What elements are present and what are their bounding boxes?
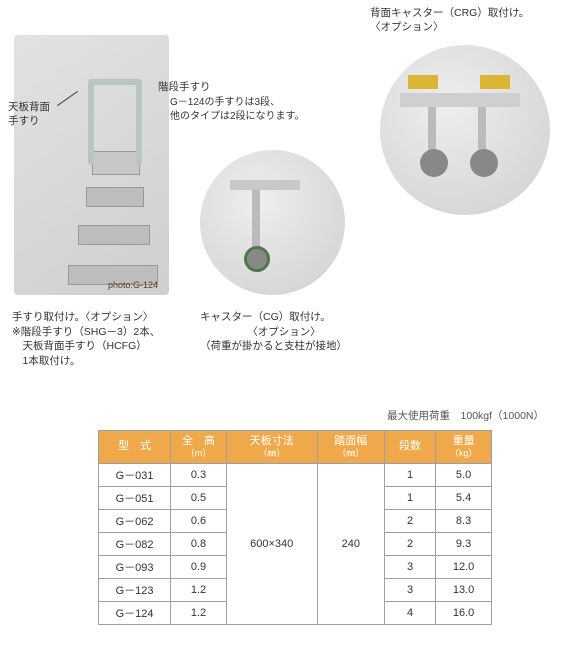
max-load-note: 最大使用荷重 100kgf（1000N） <box>387 408 544 423</box>
cell-weight: 12.0 <box>436 555 492 578</box>
cell-model: G－051 <box>99 486 171 509</box>
cell-height: 0.3 <box>171 463 227 486</box>
cell-height: 1.2 <box>171 601 227 624</box>
th-height: 全 高（m） <box>171 431 227 464</box>
cell-model: G－062 <box>99 509 171 532</box>
caption-line: ※階段手すり（SHG－3）2本、 <box>12 326 160 338</box>
caption-line: 〈オプション〉 <box>200 326 321 338</box>
cell-model: G－082 <box>99 532 171 555</box>
cell-weight: 9.3 <box>436 532 492 555</box>
caption-handrail-option: 手すり取付け。〈オプション〉 ※階段手すり（SHG－3）2本、 天板背面手すり（… <box>12 310 160 369</box>
photo-tag: photo:G-124 <box>108 280 158 290</box>
cell-steps: 1 <box>385 463 436 486</box>
cell-weight: 5.4 <box>436 486 492 509</box>
cell-steps: 2 <box>385 532 436 555</box>
caption-line: 手すり取付け。〈オプション〉 <box>12 311 153 323</box>
caption-line: 1本取付け。 <box>12 355 80 367</box>
cell-weight: 5.0 <box>436 463 492 486</box>
caption-line: 〈オプション〉 <box>370 21 444 33</box>
caption-line: 天板背面手すり（HCFG） <box>12 340 147 352</box>
caption-caster-crg: 背面キャスター（CRG）取付け。 〈オプション〉 <box>370 6 529 34</box>
product-photo-caster-cg <box>200 150 345 295</box>
spec-table-wrap: 型 式 全 高（m） 天板寸法（㎜） 踏面幅（㎜） 段数 重量（kg） G－03… <box>98 430 492 625</box>
th-model: 型 式 <box>99 431 171 464</box>
th-weight: 重量（kg） <box>436 431 492 464</box>
cell-height: 1.2 <box>171 578 227 601</box>
cell-steps: 1 <box>385 486 436 509</box>
caption-caster-cg: キャスター（CG）取付け。 〈オプション〉 （荷重が掛かると支柱が接地） <box>200 310 347 354</box>
cell-weight: 16.0 <box>436 601 492 624</box>
cell-topsize: 600×340 <box>226 463 317 624</box>
cell-steps: 2 <box>385 509 436 532</box>
th-steps: 段数 <box>385 431 436 464</box>
th-topsize: 天板寸法（㎜） <box>226 431 317 464</box>
product-photo-caster-crg <box>380 45 550 215</box>
figure-area: 背面キャスター（CRG）取付け。 〈オプション〉 photo:G-124 天板背… <box>0 0 574 400</box>
cell-model: G－031 <box>99 463 171 486</box>
cell-height: 0.5 <box>171 486 227 509</box>
product-photo-main <box>14 35 169 295</box>
caption-line: （荷重が掛かると支柱が接地） <box>200 340 347 352</box>
cell-model: G－124 <box>99 601 171 624</box>
cell-height: 0.9 <box>171 555 227 578</box>
th-tread: 踏面幅（㎜） <box>317 431 384 464</box>
cell-height: 0.8 <box>171 532 227 555</box>
cell-steps: 3 <box>385 555 436 578</box>
label-text: 階段手すり <box>158 81 211 93</box>
label-stair-note: G－124の手すりは3段、他のタイプは2段になります。 <box>170 96 305 123</box>
cell-model: G－123 <box>99 578 171 601</box>
label-stair-handrail: 階段手すり <box>158 80 211 94</box>
caption-line: キャスター（CG）取付け。 <box>200 311 331 323</box>
caption-line: 背面キャスター（CRG）取付け。 <box>370 7 529 19</box>
cell-steps: 4 <box>385 601 436 624</box>
table-body: G－031 0.3 600×340 240 1 5.0 G－051 0.5 1 … <box>99 463 492 624</box>
cell-weight: 8.3 <box>436 509 492 532</box>
label-top-back-handrail: 天板背面手すり <box>8 100 50 128</box>
cell-steps: 3 <box>385 578 436 601</box>
cell-tread: 240 <box>317 463 384 624</box>
table-header-row: 型 式 全 高（m） 天板寸法（㎜） 踏面幅（㎜） 段数 重量（kg） <box>99 431 492 464</box>
cell-weight: 13.0 <box>436 578 492 601</box>
cell-height: 0.6 <box>171 509 227 532</box>
spec-table: 型 式 全 高（m） 天板寸法（㎜） 踏面幅（㎜） 段数 重量（kg） G－03… <box>98 430 492 625</box>
table-row: G－031 0.3 600×340 240 1 5.0 <box>99 463 492 486</box>
cell-model: G－093 <box>99 555 171 578</box>
